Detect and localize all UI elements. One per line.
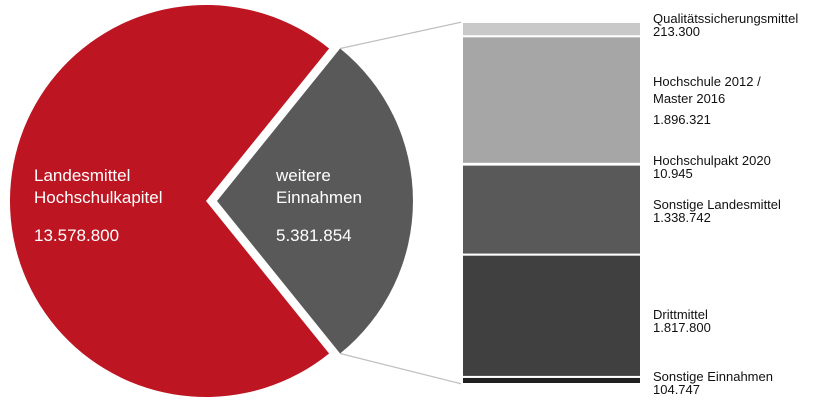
bar-label-hochschule-2012: Hochschule 2012 /Master 2016 1.896.321 xyxy=(653,74,761,127)
connector-lines xyxy=(339,21,463,385)
bar-label-sonstige-landesmittel: Sonstige Landesmittel 1.338.742 xyxy=(653,197,781,225)
connector-line-top xyxy=(339,21,463,50)
pie-slice-landesmittel xyxy=(9,4,330,398)
bar-label-qualitätssicherungsmittel: Qualitätssicherungsmittel 213.300 xyxy=(653,11,798,39)
pie-label-weitere: weitere Einnahmen 5.381.854 xyxy=(275,166,362,245)
bar-segment-sonstige-einnahmen xyxy=(461,375,642,386)
pie-chart: Landesmittel Hochschulkapitel 13.578.800 we… xyxy=(9,4,413,398)
bar-segment-qualitätssicherungsmittel xyxy=(461,21,642,38)
bar-label-sonstige-einnahmen: Sonstige Einnahmen 104.747 xyxy=(653,369,773,397)
stacked-bar xyxy=(461,21,642,386)
pie-label-landesmittel: Landesmittel Hochschulkapitel 13.578.800 xyxy=(34,166,163,245)
bar-segment-drittmittel xyxy=(461,253,642,378)
pie-slice-weitere-einnahmen xyxy=(217,48,413,354)
bar-segment-sonstige-landesmittel xyxy=(461,163,642,256)
bar-label-hochschulpakt-2020: Hochschulpakt 2020 10.945 xyxy=(653,153,771,181)
bar-segment-hochschule-2012 xyxy=(461,35,642,165)
connector-line-bottom xyxy=(339,352,463,385)
bar-label-drittmittel: Drittmittel 1.817.800 xyxy=(653,307,711,335)
bar-labels: Qualitätssicherungsmittel 213.300 Hochschu… xyxy=(653,11,798,397)
